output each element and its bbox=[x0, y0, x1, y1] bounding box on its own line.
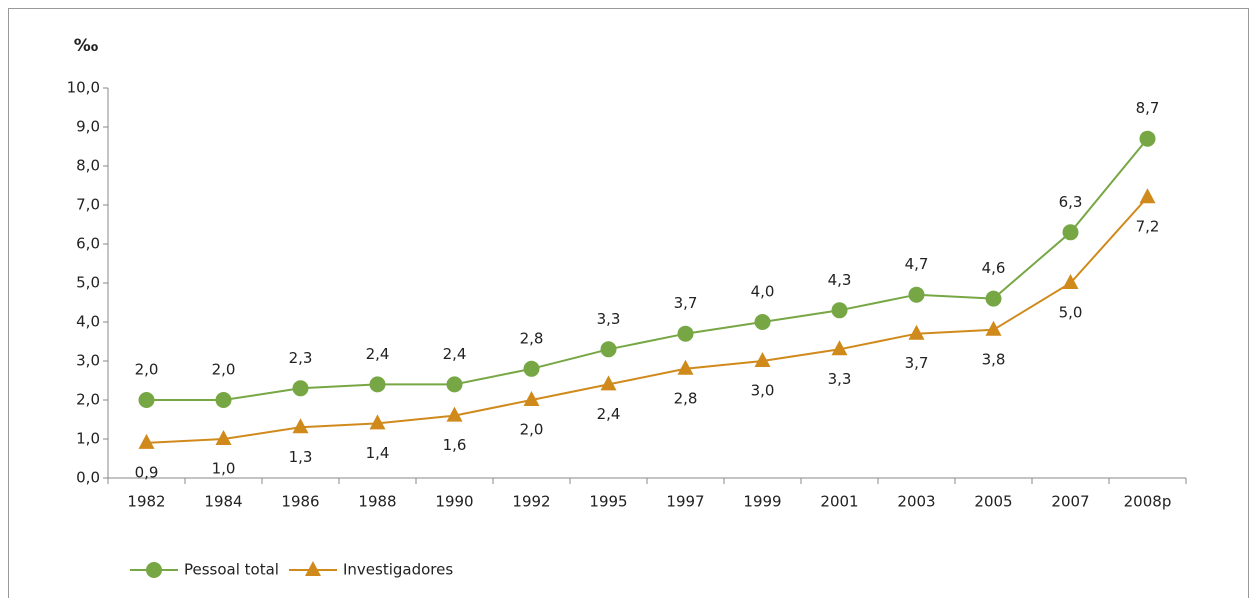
legend-marker bbox=[304, 561, 321, 576]
x-tick-label: 1982 bbox=[127, 493, 165, 511]
data-label: 2,4 bbox=[443, 345, 467, 363]
data-label: 2,4 bbox=[366, 345, 390, 363]
y-tick-label: 5,0 bbox=[76, 274, 100, 292]
legend-marker bbox=[146, 562, 162, 578]
data-label: 4,3 bbox=[828, 271, 852, 289]
y-tick-label: 7,0 bbox=[76, 196, 100, 214]
data-label: 3,8 bbox=[982, 350, 1006, 368]
x-tick-label: 2001 bbox=[820, 493, 858, 511]
x-tick-label: 1997 bbox=[666, 493, 704, 511]
data-label: 2,8 bbox=[674, 389, 698, 407]
data-point bbox=[369, 376, 386, 393]
data-point bbox=[523, 391, 540, 406]
data-label: 7,2 bbox=[1136, 218, 1160, 236]
data-point bbox=[1062, 274, 1079, 289]
x-tick-label: 2007 bbox=[1051, 493, 1089, 511]
data-label: 3,7 bbox=[674, 294, 698, 312]
data-point bbox=[985, 320, 1002, 336]
data-label: 5,0 bbox=[1059, 304, 1083, 322]
data-label: 2,3 bbox=[289, 349, 313, 367]
data-point bbox=[831, 340, 848, 356]
y-tick-label: 2,0 bbox=[76, 391, 100, 409]
data-label: 2,8 bbox=[520, 329, 544, 347]
data-point bbox=[754, 352, 771, 367]
series-line bbox=[146, 138, 1149, 401]
data-point bbox=[215, 392, 232, 408]
data-point bbox=[600, 341, 617, 358]
legend-label: Pessoal total bbox=[184, 561, 279, 579]
data-label: 3,7 bbox=[905, 354, 929, 372]
data-label: 6,3 bbox=[1059, 193, 1083, 211]
x-tick-label: 2005 bbox=[974, 493, 1012, 511]
x-tick-label: 1992 bbox=[512, 493, 550, 511]
data-point bbox=[1139, 188, 1156, 204]
data-point bbox=[985, 290, 1002, 307]
data-point bbox=[677, 325, 694, 342]
y-tick-label: 0,0 bbox=[76, 469, 100, 487]
data-label: 2,0 bbox=[212, 361, 236, 379]
data-label: 3,0 bbox=[751, 382, 775, 400]
data-point bbox=[446, 406, 463, 422]
x-tick-label: 1990 bbox=[435, 493, 473, 511]
y-tick-label: 3,0 bbox=[76, 352, 100, 370]
x-tick-label: 2008p bbox=[1124, 493, 1172, 511]
data-label: 2,0 bbox=[520, 421, 544, 439]
data-label: 4,0 bbox=[751, 283, 775, 301]
data-point bbox=[831, 302, 848, 319]
y-tick-label: 6,0 bbox=[76, 235, 100, 253]
data-label: 2,4 bbox=[597, 405, 621, 423]
data-point bbox=[138, 433, 155, 449]
data-point bbox=[754, 314, 771, 330]
data-point bbox=[908, 286, 925, 303]
data-label: 1,6 bbox=[443, 436, 467, 454]
y-tick-label: 8,0 bbox=[76, 157, 100, 175]
x-tick-label: 1986 bbox=[281, 493, 319, 511]
data-label: 3,3 bbox=[597, 310, 621, 328]
data-point bbox=[1062, 224, 1079, 241]
x-tick-label: 1988 bbox=[358, 493, 396, 511]
x-tick-label: 2003 bbox=[897, 493, 935, 511]
data-label: 1,3 bbox=[289, 448, 313, 466]
data-label: 2,0 bbox=[135, 361, 159, 379]
data-point bbox=[908, 324, 925, 340]
data-label: 8,7 bbox=[1136, 99, 1160, 117]
data-point bbox=[600, 375, 617, 391]
data-label: 0,9 bbox=[135, 463, 159, 481]
y-tick-label: 4,0 bbox=[76, 313, 100, 331]
y-axis-label: ‰ bbox=[74, 36, 99, 56]
data-label: 4,7 bbox=[905, 255, 929, 273]
data-point bbox=[523, 360, 540, 377]
chart-border bbox=[8, 8, 1249, 602]
data-label: 1,0 bbox=[212, 460, 236, 478]
data-point bbox=[292, 380, 309, 397]
y-tick-label: 10,0 bbox=[67, 79, 100, 97]
data-point bbox=[292, 418, 309, 434]
data-point bbox=[1139, 130, 1156, 147]
legend-label: Investigadores bbox=[343, 561, 453, 579]
data-point bbox=[677, 359, 694, 375]
series-line bbox=[146, 196, 1149, 444]
data-point bbox=[446, 376, 463, 393]
x-tick-label: 1995 bbox=[589, 493, 627, 511]
data-point bbox=[138, 392, 155, 408]
data-point bbox=[369, 414, 386, 430]
data-label: 3,3 bbox=[828, 370, 852, 388]
y-tick-label: 9,0 bbox=[76, 118, 100, 136]
data-point bbox=[215, 430, 232, 445]
y-tick-label: 1,0 bbox=[76, 430, 100, 448]
data-label: 1,4 bbox=[366, 444, 390, 462]
x-tick-label: 1999 bbox=[743, 493, 781, 511]
data-label: 4,6 bbox=[982, 259, 1006, 277]
x-tick-label: 1984 bbox=[204, 493, 242, 511]
